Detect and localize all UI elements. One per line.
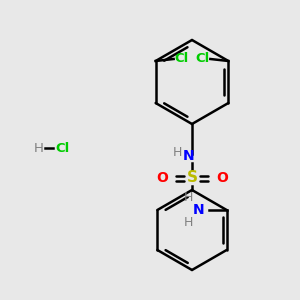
- Text: O: O: [156, 171, 168, 185]
- Text: O: O: [216, 171, 228, 185]
- Text: H: H: [183, 216, 193, 229]
- Text: N: N: [193, 203, 205, 217]
- Text: Cl: Cl: [195, 52, 209, 65]
- Text: Cl: Cl: [175, 52, 189, 65]
- Text: S: S: [187, 170, 197, 185]
- Text: Cl: Cl: [55, 142, 69, 154]
- Text: H: H: [183, 191, 193, 204]
- Text: H: H: [34, 142, 44, 154]
- Text: N: N: [183, 149, 195, 163]
- Text: H: H: [172, 146, 182, 158]
